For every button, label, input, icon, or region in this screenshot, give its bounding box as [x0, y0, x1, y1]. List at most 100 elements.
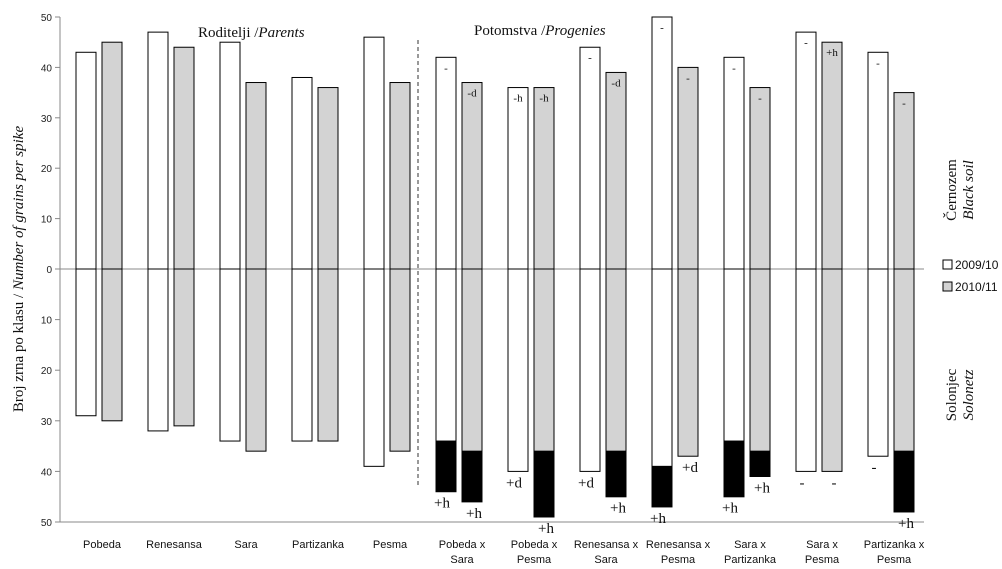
bar-solonetz [749, 268, 771, 477]
annotation-solonetz: +h [650, 511, 666, 527]
bar-solonetz [291, 268, 313, 442]
annotation-solonetz: +h [466, 506, 482, 522]
category-label: Partizanka [292, 539, 345, 551]
bar-black-soil [435, 56, 457, 270]
annotation-black-soil: -d [611, 77, 621, 89]
soil-label-black-soil: Černozem [943, 159, 960, 221]
annotation-black-soil: -d [467, 88, 477, 100]
legend-swatch [942, 259, 953, 270]
y-tick-label: 30 [41, 114, 53, 125]
bar-solonetz-heterosis-segment [749, 450, 771, 477]
annotation-solonetz: - [800, 475, 805, 491]
y-tick-label: 40 [41, 63, 53, 74]
annotation-black-soil: -h [513, 93, 523, 105]
y-tick-label: 20 [41, 366, 53, 377]
category-label: Renesansa x [574, 539, 639, 551]
category-label: Renesansa x [646, 539, 711, 551]
section-label-parents: Roditelji /Parents [198, 25, 305, 41]
axis-layer: 50 40 30 20 10 0 10 20 30 40 50 [41, 13, 924, 529]
section-label-progenies: Potomstva /Progenies [474, 23, 606, 39]
annotation-solonetz: - [872, 460, 877, 476]
annotation-solonetz: +h [610, 501, 626, 517]
annotation-black-soil: - [758, 93, 762, 105]
annotation-solonetz: +h [538, 521, 554, 537]
bar-black-soil [579, 46, 601, 270]
bar-solonetz-heterosis-segment [461, 450, 483, 503]
category-label: Partizanka [724, 554, 777, 566]
bar-black-soil [219, 41, 241, 270]
bar-solonetz [219, 268, 241, 442]
category-label: Pesma [877, 554, 912, 566]
bar-solonetz [363, 268, 385, 467]
bar-solonetz [147, 268, 169, 432]
y-tick-label: 30 [41, 417, 53, 428]
annotation-black-soil: - [444, 62, 448, 74]
bar-black-soil [363, 36, 385, 270]
bar-solonetz [389, 268, 411, 452]
bar-black-soil [651, 16, 673, 270]
bar-solonetz-heterosis-segment [651, 465, 673, 508]
bar-solonetz [795, 268, 817, 472]
annotation-solonetz: +d [682, 460, 698, 476]
y-tick-label: 40 [41, 467, 53, 478]
category-label: Sara [450, 554, 474, 566]
category-label: Pesma [517, 554, 552, 566]
category-label: Pesma [661, 554, 696, 566]
y-axis-title: Broj zrna po klasu / Number of grains pe… [11, 126, 27, 413]
bar-black-soil [245, 82, 267, 270]
y-tick-label: 10 [41, 215, 53, 226]
bar-solonetz [245, 268, 267, 452]
category-label: Sara x [806, 539, 838, 551]
category-label: Pobeda x [511, 539, 558, 551]
bar-black-soil [723, 56, 745, 270]
legend-label: 2010/11 [955, 280, 998, 294]
annotation-solonetz: +h [754, 480, 770, 496]
annotation-black-soil: - [804, 37, 808, 49]
label-layer: Broj zrna po klasu / Number of grains pe… [11, 22, 999, 566]
annotation-black-soil: - [732, 62, 736, 74]
bar-black-soil [291, 76, 313, 270]
bar-black-soil [75, 51, 97, 270]
bar-solonetz-heterosis-segment [533, 450, 555, 518]
bar-black-soil [317, 87, 339, 270]
annotation-black-soil: - [660, 22, 664, 34]
bar-solonetz [173, 268, 195, 427]
bar-black-soil [795, 31, 817, 270]
bar-black-soil [749, 87, 771, 270]
y-tick-label: 0 [46, 265, 52, 276]
bar-black-soil [893, 92, 915, 270]
bar-black-soil [677, 66, 699, 270]
bar-solonetz [101, 268, 123, 422]
bar-solonetz [821, 268, 843, 472]
annotation-solonetz: +h [434, 496, 450, 512]
bar-black-soil [605, 71, 627, 270]
bar-black-soil [867, 51, 889, 270]
bar-black-soil [173, 46, 195, 270]
bar-solonetz-heterosis-segment [893, 450, 915, 513]
bar-solonetz [579, 268, 601, 472]
category-label: Pesma [805, 554, 840, 566]
bar-black-soil [821, 41, 843, 270]
bar-layer [75, 16, 915, 518]
annotation-solonetz: +d [506, 475, 522, 491]
y-tick-label: 20 [41, 164, 53, 175]
y-tick-label: 50 [41, 518, 53, 529]
bar-solonetz [677, 268, 699, 457]
category-label: Pesma [373, 539, 408, 551]
bar-black-soil [389, 82, 411, 270]
legend-swatch [942, 281, 953, 292]
category-label: Partizanka x [864, 539, 925, 551]
category-label: Sara [594, 554, 618, 566]
bar-black-soil [101, 41, 123, 270]
soil-label-solonetz-en: Solonetz [961, 369, 977, 420]
category-label: Pobeda x [439, 539, 486, 551]
soil-label-solonetz: Solonjec [944, 368, 960, 421]
annotation-black-soil: +h [826, 47, 838, 59]
category-label: Sara [234, 539, 258, 551]
annotation-black-soil: - [876, 57, 880, 69]
category-label: Sara x [734, 539, 766, 551]
y-tick-label: 50 [41, 13, 53, 24]
bar-solonetz [317, 268, 339, 442]
bar-solonetz [867, 268, 889, 457]
